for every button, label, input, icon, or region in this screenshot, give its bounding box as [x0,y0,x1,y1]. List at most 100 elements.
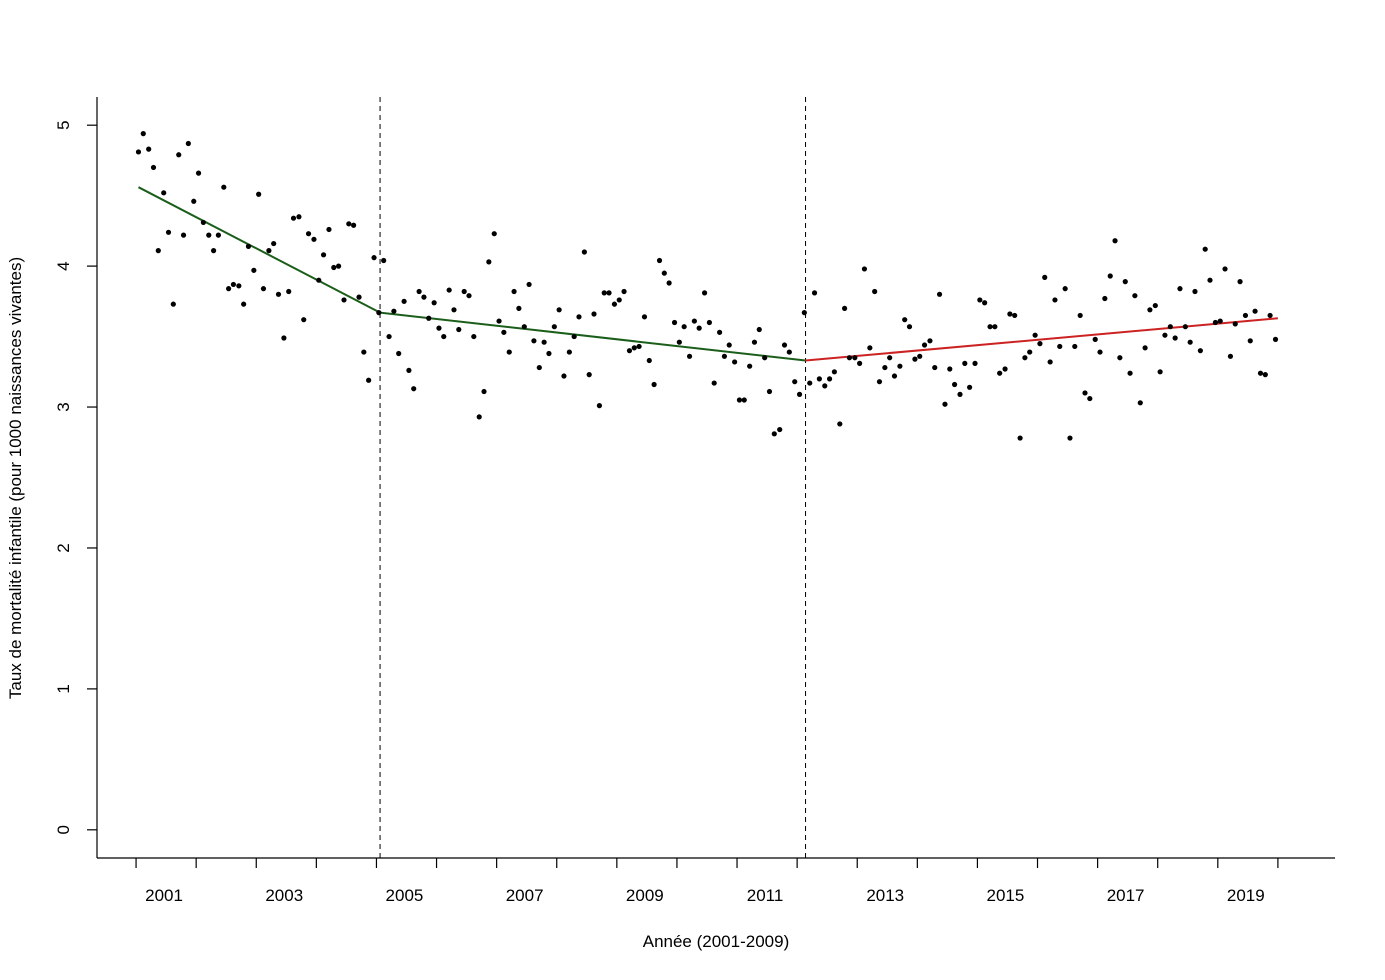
data-point-196 [1112,238,1118,244]
data-point-202 [1142,345,1148,351]
data-point-7 [165,229,172,235]
data-point-55 [406,367,412,373]
data-point-58 [421,294,427,300]
data-point-228 [1272,336,1279,342]
data-point-175 [1007,311,1013,317]
trend-segment-3 [805,317,1278,362]
data-point-14 [200,219,206,226]
data-point-53 [396,350,402,357]
data-point-144 [852,355,858,361]
data-point-123 [747,363,753,369]
data-point-108 [671,319,678,326]
data-point-207 [1167,324,1173,330]
data-point-45 [356,294,362,300]
data-point-152 [891,373,898,379]
data-point-34 [301,317,307,323]
data-point-13 [195,170,202,176]
data-point-189 [1077,312,1083,319]
data-point-169 [977,297,983,303]
data-point-96 [611,301,618,307]
trend-segments [138,186,1278,362]
data-point-4 [150,164,157,171]
data-point-94 [601,290,607,296]
data-point-180 [1032,332,1038,338]
data-point-91 [586,372,592,378]
data-point-225 [1257,370,1264,376]
data-point-195 [1107,273,1113,279]
data-point-166 [962,360,968,366]
data-point-188 [1072,343,1078,350]
data-point-1 [135,149,142,155]
data-point-116 [711,380,717,386]
data-point-26 [260,286,267,292]
data-point-102 [641,314,648,320]
data-point-111 [686,353,693,359]
data-point-136 [811,290,818,296]
data-point-89 [576,314,582,320]
data-point-110 [681,324,687,330]
data-point-214 [1202,246,1208,252]
data-point-27 [266,248,272,254]
data-point-20 [230,281,237,288]
data-point-83 [546,350,552,357]
data-point-139 [826,376,833,382]
trend-segment-1 [138,186,381,314]
data-point-124 [751,339,758,345]
data-point-143 [846,355,853,361]
data-point-22 [241,301,247,307]
data-point-92 [591,311,597,317]
data-point-101 [636,343,642,350]
data-point-46 [361,349,367,355]
data-point-63 [446,287,452,293]
data-point-211 [1187,339,1193,345]
data-point-19 [226,286,232,292]
data-point-6 [161,190,167,196]
data-point-28 [271,240,277,247]
y-axis-ticks: 0 1 2 3 4 5 [54,120,97,835]
data-point-18 [221,184,227,190]
x-tick-label-2011: 2011 [747,886,784,905]
x-tick-label-2005: 2005 [386,886,424,905]
data-point-84 [551,324,557,330]
data-point-43 [346,221,352,227]
x-axis-title: Année (2001-2009) [643,932,790,951]
data-point-125 [756,326,762,333]
data-point-122 [741,397,747,403]
data-point-168 [972,360,978,366]
data-point-177 [1017,435,1023,441]
data-point-142 [842,305,848,311]
data-point-193 [1097,349,1103,355]
data-point-170 [982,300,988,306]
data-point-128 [771,431,777,437]
data-point-120 [732,359,738,365]
data-point-9 [176,152,182,158]
data-point-199 [1127,370,1133,376]
data-point-75 [506,349,512,355]
data-point-3 [146,146,152,152]
data-point-37 [316,277,322,283]
data-point-73 [496,318,502,324]
data-point-131 [786,349,792,355]
data-point-72 [491,231,497,237]
data-point-227 [1267,312,1273,319]
data-point-44 [351,222,357,228]
data-point-36 [311,236,317,242]
data-point-133 [796,391,803,397]
y-tick-label-3: 3 [54,402,73,411]
data-point-112 [691,318,697,324]
data-point-130 [781,342,788,348]
data-point-98 [621,288,627,295]
data-point-65 [456,326,462,333]
data-point-15 [206,232,212,238]
data-point-201 [1137,400,1143,406]
data-point-197 [1117,355,1123,361]
x-tick-label-2015: 2015 [987,886,1025,905]
data-point-226 [1262,372,1268,378]
data-point-173 [997,370,1003,376]
data-point-147 [867,345,873,351]
data-point-59 [426,315,432,321]
data-point-198 [1122,279,1128,285]
data-point-105 [656,257,663,264]
data-point-200 [1132,293,1138,299]
data-point-62 [441,333,447,340]
